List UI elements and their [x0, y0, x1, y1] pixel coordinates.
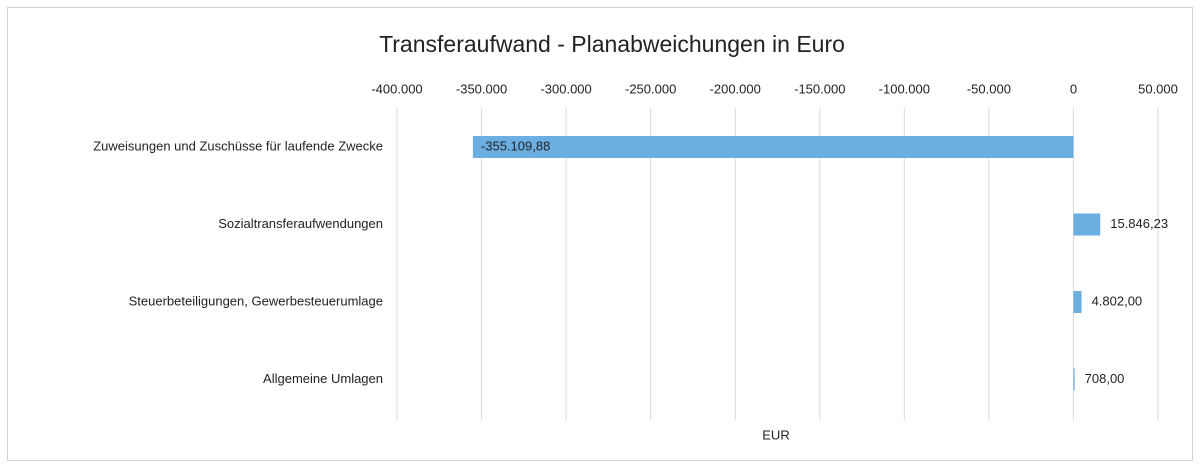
y-tick-label: Sozialtransferaufwendungen [218, 216, 383, 231]
x-tick-label: -50.000 [967, 81, 1011, 96]
x-tick-label: -300.000 [540, 81, 591, 96]
y-tick-label: Allgemeine Umlagen [263, 371, 383, 386]
x-tick-label: 50.000 [1138, 81, 1178, 96]
bar [1073, 291, 1082, 313]
data-label: 708,00 [1085, 371, 1125, 386]
data-label: 15.846,23 [1110, 216, 1168, 231]
y-tick-label: Zuweisungen und Zuschüsse für laufende Z… [93, 138, 383, 153]
y-tick-label: Steuerbeteiligungen, Gewerbesteuerumlage [129, 293, 383, 308]
x-tick-label: 0 [1070, 81, 1077, 96]
x-tick-label: -400.000 [371, 81, 422, 96]
bar [1073, 368, 1075, 391]
x-tick-label: -200.000 [710, 81, 761, 96]
bar [472, 136, 1074, 158]
data-label: 4.802,00 [1092, 293, 1143, 308]
data-label: -355.109,88 [481, 138, 550, 153]
x-tick-label: -100.000 [879, 81, 930, 96]
axis-title: EUR [762, 427, 789, 442]
chart-title: Transferaufwand - Planabweichungen in Eu… [379, 31, 845, 57]
x-tick-label: -150.000 [794, 81, 845, 96]
chart-frame [7, 7, 1193, 461]
x-tick-label: -350.000 [456, 81, 507, 96]
x-tick-label: -250.000 [625, 81, 676, 96]
bar [1073, 213, 1101, 236]
